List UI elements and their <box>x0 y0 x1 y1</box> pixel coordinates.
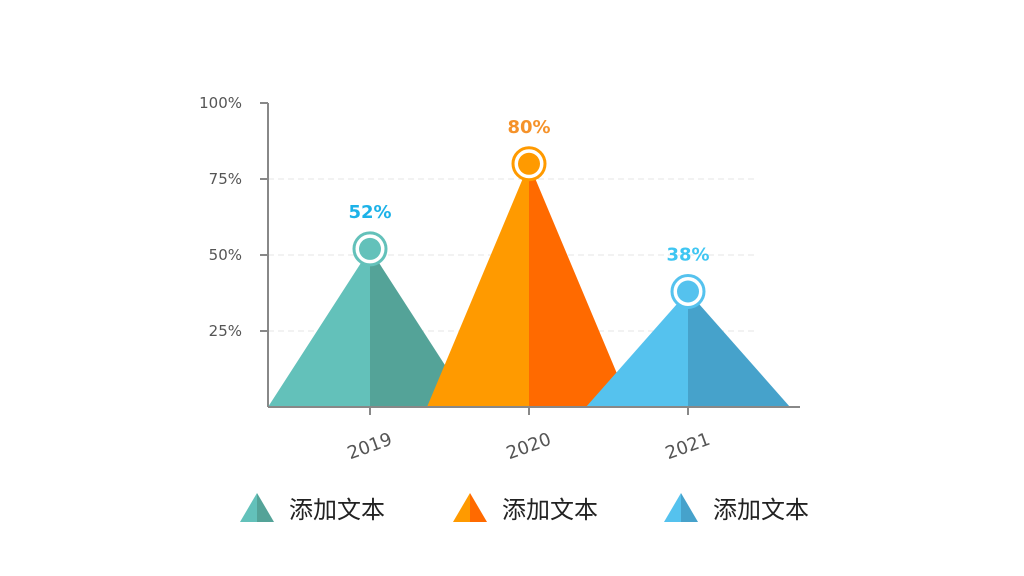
x-tick-label: 2020 <box>504 429 554 464</box>
legend-label: 添加文本 <box>289 496 385 524</box>
x-tick-label: 2021 <box>663 429 713 464</box>
x-tick-label: 2019 <box>345 429 395 464</box>
legend-triangle-right <box>681 493 698 522</box>
legend-triangle-right <box>470 493 487 522</box>
value-label: 38% <box>666 244 709 265</box>
y-tick-label: 100% <box>199 94 242 112</box>
value-label: 52% <box>348 202 391 223</box>
apex-marker-dot <box>359 237 381 260</box>
legend-label: 添加文本 <box>713 496 809 524</box>
legend-item: 添加文本 <box>453 493 598 524</box>
y-tick-label: 75% <box>209 170 242 188</box>
value-label: 80% <box>507 117 550 138</box>
triangle-bar-2020 <box>427 163 631 407</box>
apex-marker-dot <box>518 152 540 175</box>
legend-item: 添加文本 <box>240 493 385 524</box>
apex-marker-dot <box>677 280 699 303</box>
triangle-bar-2021 <box>586 291 790 407</box>
y-tick-label: 50% <box>209 246 242 264</box>
triangle-right-face <box>529 163 631 407</box>
triangle-left-face <box>586 291 688 407</box>
legend-triangle-left <box>664 493 681 522</box>
y-tick-label: 25% <box>209 322 242 340</box>
legend-triangle-left <box>240 493 257 522</box>
legend-label: 添加文本 <box>502 496 598 524</box>
triangle-right-face <box>688 291 790 407</box>
legend-triangle-right <box>257 493 274 522</box>
triangle-left-face <box>268 248 370 407</box>
legend-triangle-left <box>453 493 470 522</box>
triangle-left-face <box>427 163 529 407</box>
legend-item: 添加文本 <box>664 493 809 524</box>
